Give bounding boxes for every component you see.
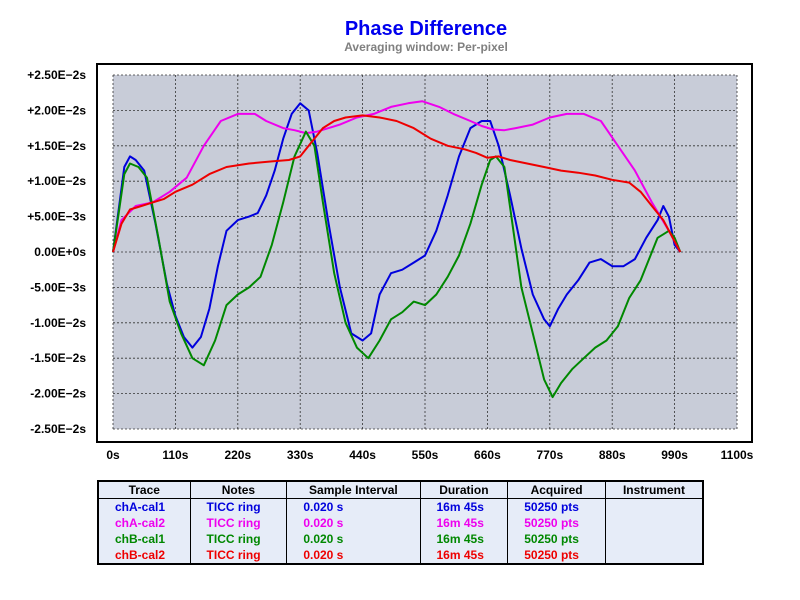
y-tick-label: -1.50E−2s (30, 351, 86, 365)
x-tick-label: 550s (412, 448, 439, 462)
trace-name: chB-cal1 (97, 530, 191, 547)
y-tick-label: -2.00E−2s (30, 387, 86, 401)
x-tick-label: 220s (224, 448, 251, 462)
x-tick-label: 660s (474, 448, 501, 462)
chart-subtitle: Averaging window: Per-pixel (344, 40, 508, 54)
trace-interval: 0.020 s (286, 515, 421, 531)
plot-frame (96, 63, 753, 443)
header-instrument: Instrument (604, 480, 704, 499)
trace-interval: 0.020 s (286, 530, 421, 547)
x-tick-label: 880s (599, 448, 626, 462)
trace-interval: 0.020 s (286, 498, 421, 516)
x-tick-label: 0s (106, 448, 120, 462)
x-tick-label: 770s (536, 448, 563, 462)
trace-name: chA-cal2 (97, 515, 191, 531)
x-axis-ticks: 0s 110s 220s 330s 440s 550s 660s 770s 880s 990s 11… (106, 448, 753, 462)
x-tick-label: 1100s (721, 448, 754, 462)
trace-duration: 16m 45s (419, 515, 509, 531)
trace-instrument (604, 530, 704, 547)
series-line-chA-cal2 (112, 100, 682, 253)
table-row: chB-cal1 TICC ring 0.020 s 16m 45s 50250… (97, 530, 704, 547)
trace-acquired: 50250 pts (507, 498, 606, 516)
phase-difference-chart: +2.50E−2s +2.00E−2s +1.50E−2s +1.00E−2s +5.0… (27, 63, 754, 462)
trace-notes: TICC ring (189, 530, 288, 547)
header-notes: Notes (189, 480, 288, 499)
trace-instrument (604, 498, 704, 516)
series-layer (112, 100, 682, 399)
table-row: chA-cal2 TICC ring 0.020 s 16m 45s 50250… (97, 515, 704, 531)
x-tick-label: 330s (287, 448, 314, 462)
trace-instrument (604, 546, 704, 564)
y-tick-label: +2.00E−2s (27, 103, 86, 117)
y-tick-label: -2.50E−2s (30, 422, 86, 436)
trace-acquired: 50250 pts (507, 515, 606, 531)
y-tick-label: 0.00E+0s (34, 245, 86, 259)
trace-notes: TICC ring (189, 498, 288, 516)
trace-name: chB-cal2 (97, 546, 191, 564)
y-tick-label: +1.00E−2s (27, 174, 86, 188)
y-tick-label: +5.00E−3s (27, 210, 86, 224)
legend-header-row: Trace Notes Sample Interval Duration Acq… (97, 480, 704, 499)
chart-title: Phase Difference (344, 18, 508, 40)
table-row: chA-cal1 TICC ring 0.020 s 16m 45s 50250… (97, 498, 704, 516)
series-line-chB-cal2 (112, 114, 682, 253)
trace-notes: TICC ring (189, 546, 288, 564)
series-line-chB-cal1 (112, 130, 682, 399)
y-axis-ticks: +2.50E−2s +2.00E−2s +1.50E−2s +1.00E−2s +5.0… (27, 68, 86, 436)
grid-lines (112, 74, 738, 430)
x-tick-label: 110s (162, 448, 188, 462)
header-sample-interval: Sample Interval (286, 480, 421, 499)
header-duration: Duration (419, 480, 509, 499)
trace-duration: 16m 45s (419, 530, 509, 547)
y-tick-label: -5.00E−3s (30, 280, 86, 294)
trace-instrument (604, 515, 704, 531)
series-line-chA-cal1 (112, 102, 682, 349)
table-row: chB-cal2 TICC ring 0.020 s 16m 45s 50250… (97, 546, 704, 564)
trace-name: chA-cal1 (97, 498, 191, 516)
trace-interval: 0.020 s (286, 546, 421, 564)
y-tick-label: +1.50E−2s (27, 139, 86, 153)
x-tick-label: 440s (349, 448, 376, 462)
header-trace: Trace (97, 480, 191, 499)
trace-acquired: 50250 pts (507, 546, 606, 564)
trace-acquired: 50250 pts (507, 530, 606, 547)
trace-notes: TICC ring (189, 515, 288, 531)
x-tick-label: 990s (661, 448, 688, 462)
y-tick-label: -1.00E−2s (30, 316, 86, 330)
trace-legend-table: Trace Notes Sample Interval Duration Acq… (97, 480, 704, 565)
y-tick-label: +2.50E−2s (27, 68, 86, 82)
header-acquired: Acquired (507, 480, 606, 499)
trace-duration: 16m 45s (419, 546, 509, 564)
trace-duration: 16m 45s (419, 498, 509, 516)
